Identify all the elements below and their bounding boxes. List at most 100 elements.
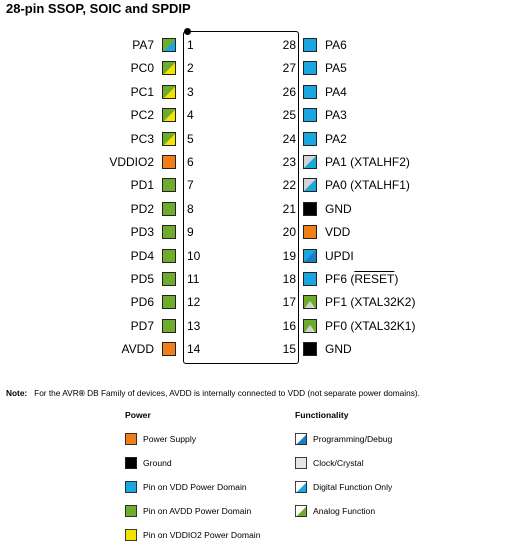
- pin-box-9: [162, 225, 176, 239]
- pin-number-7: 7: [187, 178, 194, 192]
- legend-label: Ground: [143, 458, 172, 468]
- pin-box-6: [162, 155, 176, 169]
- pin-box-13: [162, 319, 176, 333]
- pin-label-pc2: PC2: [130, 108, 154, 122]
- pin-label-pc0: PC0: [130, 61, 154, 75]
- note: Note: For the AVR® DB Family of devices,…: [6, 388, 420, 398]
- pin-label-pd5: PD5: [130, 272, 154, 286]
- pin-number-4: 4: [187, 108, 194, 122]
- pin-number-10: 10: [187, 249, 201, 263]
- pin-box-8: [162, 202, 176, 216]
- pin-number-2: 2: [187, 61, 194, 75]
- legend-swatch-func-prog: [295, 433, 307, 445]
- pin-number-16: 16: [282, 319, 296, 333]
- pin-label-pa3: PA3: [325, 108, 347, 122]
- pin-box-14: [162, 342, 176, 356]
- pin-number-13: 13: [187, 319, 201, 333]
- pin-label-pd2: PD2: [130, 202, 154, 216]
- pin-box-28: [303, 38, 317, 52]
- pin-box-1: [162, 38, 176, 52]
- pin-box-27: [303, 61, 317, 75]
- legend-swatch-func-clock: [295, 457, 307, 469]
- pin-label-pd3: PD3: [130, 225, 154, 239]
- pin-box-19: [303, 249, 317, 263]
- pin-box-17: [303, 295, 317, 309]
- pin-label-pc1: PC1: [130, 85, 154, 99]
- pin-number-15: 15: [282, 342, 296, 356]
- legend-label: Analog Function: [313, 506, 376, 516]
- pin-number-28: 28: [282, 38, 296, 52]
- pin-number-12: 12: [187, 295, 201, 309]
- pin-label-vdd: VDD: [325, 225, 351, 239]
- legend-label: Clock/Crystal: [313, 458, 364, 468]
- pin-label-pd6: PD6: [130, 295, 154, 309]
- pin-label-pc3: PC3: [130, 132, 154, 146]
- pin-label-pa2: PA2: [325, 132, 347, 146]
- pin-number-11: 11: [187, 272, 200, 286]
- pin-label-pa1-xtalhf2: PA1 (XTALHF2): [325, 155, 410, 169]
- pin-label-pf1-xtal32k2: PF1 (XTAL32K2): [325, 295, 416, 309]
- legend-swatch-ground: [125, 457, 137, 469]
- pin-number-23: 23: [282, 155, 296, 169]
- pin-number-27: 27: [282, 61, 296, 75]
- pin-box-16: [303, 319, 317, 333]
- pin-box-7: [162, 178, 176, 192]
- pin-label-vddio2: VDDIO2: [109, 155, 154, 169]
- pin1-marker-dot: [184, 28, 191, 35]
- legend-label: Programming/Debug: [313, 434, 393, 444]
- pin-label-pd1: PD1: [130, 178, 154, 192]
- pin-label-pa0-xtalhf1: PA0 (XTALHF1): [325, 178, 410, 192]
- pin-label-pd4: PD4: [130, 249, 154, 263]
- pin-label-pf6-reset: PF6 (RESET): [325, 272, 399, 286]
- diagram-title: 28-pin SSOP, SOIC and SPDIP: [6, 1, 191, 16]
- pin-label-gnd: GND: [325, 202, 352, 216]
- note-label: Note:: [6, 388, 28, 398]
- pin-box-23: [303, 155, 317, 169]
- reset-overline-text: RESET: [354, 272, 395, 286]
- pin-number-6: 6: [187, 155, 194, 169]
- pin-number-19: 19: [282, 249, 296, 263]
- legend-power-heading: Power: [125, 410, 151, 420]
- pin-number-8: 8: [187, 202, 194, 216]
- legend-label: Digital Function Only: [313, 482, 393, 492]
- pin-box-24: [303, 132, 317, 146]
- legend-swatch-func-digital: [295, 481, 307, 493]
- pin-number-9: 9: [187, 225, 194, 239]
- pin-label-avdd: AVDD: [121, 342, 154, 356]
- pin-box-20: [303, 225, 317, 239]
- note-text-before: For the AVR: [34, 388, 79, 398]
- pin-box-26: [303, 85, 317, 99]
- legend-label: Pin on VDDIO2 Power Domain: [143, 530, 261, 540]
- pin-box-10: [162, 249, 176, 263]
- pin-label-updi: UPDI: [325, 249, 354, 263]
- pin-number-22: 22: [282, 178, 296, 192]
- legend-label: Power Supply: [143, 434, 197, 444]
- pin-box-21: [303, 202, 317, 216]
- legend-label: Pin on VDD Power Domain: [143, 482, 247, 492]
- pin-number-1: 1: [187, 38, 194, 52]
- pin-box-15: [303, 342, 317, 356]
- pin-box-22: [303, 178, 317, 192]
- legend-swatch-power: [125, 433, 137, 445]
- pin-number-20: 20: [282, 225, 296, 239]
- pin-number-14: 14: [187, 342, 201, 356]
- pin-label-pf0-xtal32k1: PF0 (XTAL32K1): [325, 319, 416, 333]
- pin-number-26: 26: [282, 85, 296, 99]
- pin-number-5: 5: [187, 132, 194, 146]
- pin-number-21: 21: [282, 202, 296, 216]
- pin-box-3: [162, 85, 176, 99]
- pin-number-18: 18: [282, 272, 296, 286]
- pin-number-3: 3: [187, 85, 194, 99]
- legend-swatch-vdd: [125, 481, 137, 493]
- pin-label-pa4: PA4: [325, 85, 347, 99]
- pin-label-pa5: PA5: [325, 61, 347, 75]
- pin-label-pa6: PA6: [325, 38, 347, 52]
- pin-box-4: [162, 108, 176, 122]
- pin-box-25: [303, 108, 317, 122]
- pin-label-gnd: GND: [325, 342, 352, 356]
- pin-number-25: 25: [282, 108, 296, 122]
- pin-number-17: 17: [282, 295, 296, 309]
- ic-package-outline: [183, 31, 299, 364]
- legend-functionality-heading: Functionality: [295, 410, 349, 420]
- pin-number-24: 24: [282, 132, 296, 146]
